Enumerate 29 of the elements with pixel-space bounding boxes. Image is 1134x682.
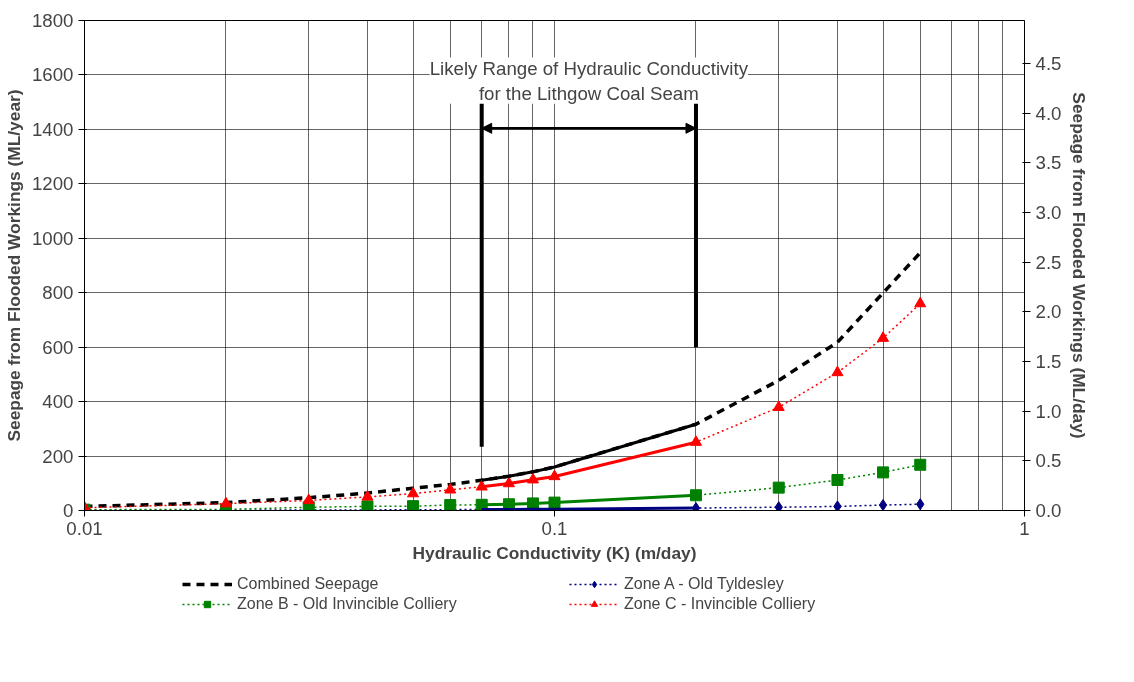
y2-tick-label: 2.5 bbox=[1035, 251, 1062, 273]
y2-tick-label: 0.5 bbox=[1035, 450, 1062, 472]
legend-label: Combined Seepage bbox=[237, 575, 380, 593]
y2-tick-label: 4.5 bbox=[1035, 52, 1062, 74]
legend-label: Zone A - Old Tyldesley bbox=[624, 575, 785, 593]
y2-tick-label: 2.0 bbox=[1035, 301, 1062, 323]
y2-tick-label: 0.0 bbox=[1035, 500, 1062, 521]
y-tick-label: 1000 bbox=[32, 227, 74, 249]
y-tick-label: 1600 bbox=[32, 64, 74, 86]
x-tick-label: 1 bbox=[1019, 517, 1030, 539]
y-tick-label: 600 bbox=[42, 336, 74, 358]
y-tick-label: 400 bbox=[42, 391, 74, 413]
y-tick-label: 800 bbox=[42, 282, 74, 304]
x-tick-label: 0.1 bbox=[541, 517, 568, 539]
y-tick-label: 1200 bbox=[32, 173, 74, 195]
y2-tick-label: 3.0 bbox=[1035, 201, 1062, 223]
y-axis-title: Seepage from Flooded Workings (ML/year) bbox=[4, 89, 24, 442]
y2-axis-title: Seepage from Flooded Workings (ML/day) bbox=[1069, 92, 1090, 439]
annotation: Likely Range of Hydraulic Conductivity for the Lithgow Coal Seam bbox=[429, 57, 749, 104]
y2-tick-label: 1.5 bbox=[1035, 350, 1062, 372]
legend-label: Zone C - Invincible Colliery bbox=[624, 595, 817, 613]
y2-tick-label: 3.5 bbox=[1035, 152, 1062, 174]
x-axis-title: Hydraulic Conductivity (K) (m/day) bbox=[412, 542, 697, 563]
y-tick-label: 1400 bbox=[32, 118, 74, 140]
y2-tick-label: 4.0 bbox=[1035, 102, 1062, 124]
y2-tick-label: 1.0 bbox=[1035, 400, 1062, 422]
y-tick-label: 1800 bbox=[32, 10, 74, 31]
legend-label: Zone B - Old Invincible Colliery bbox=[237, 595, 458, 613]
y-tick-label: 200 bbox=[42, 445, 74, 467]
